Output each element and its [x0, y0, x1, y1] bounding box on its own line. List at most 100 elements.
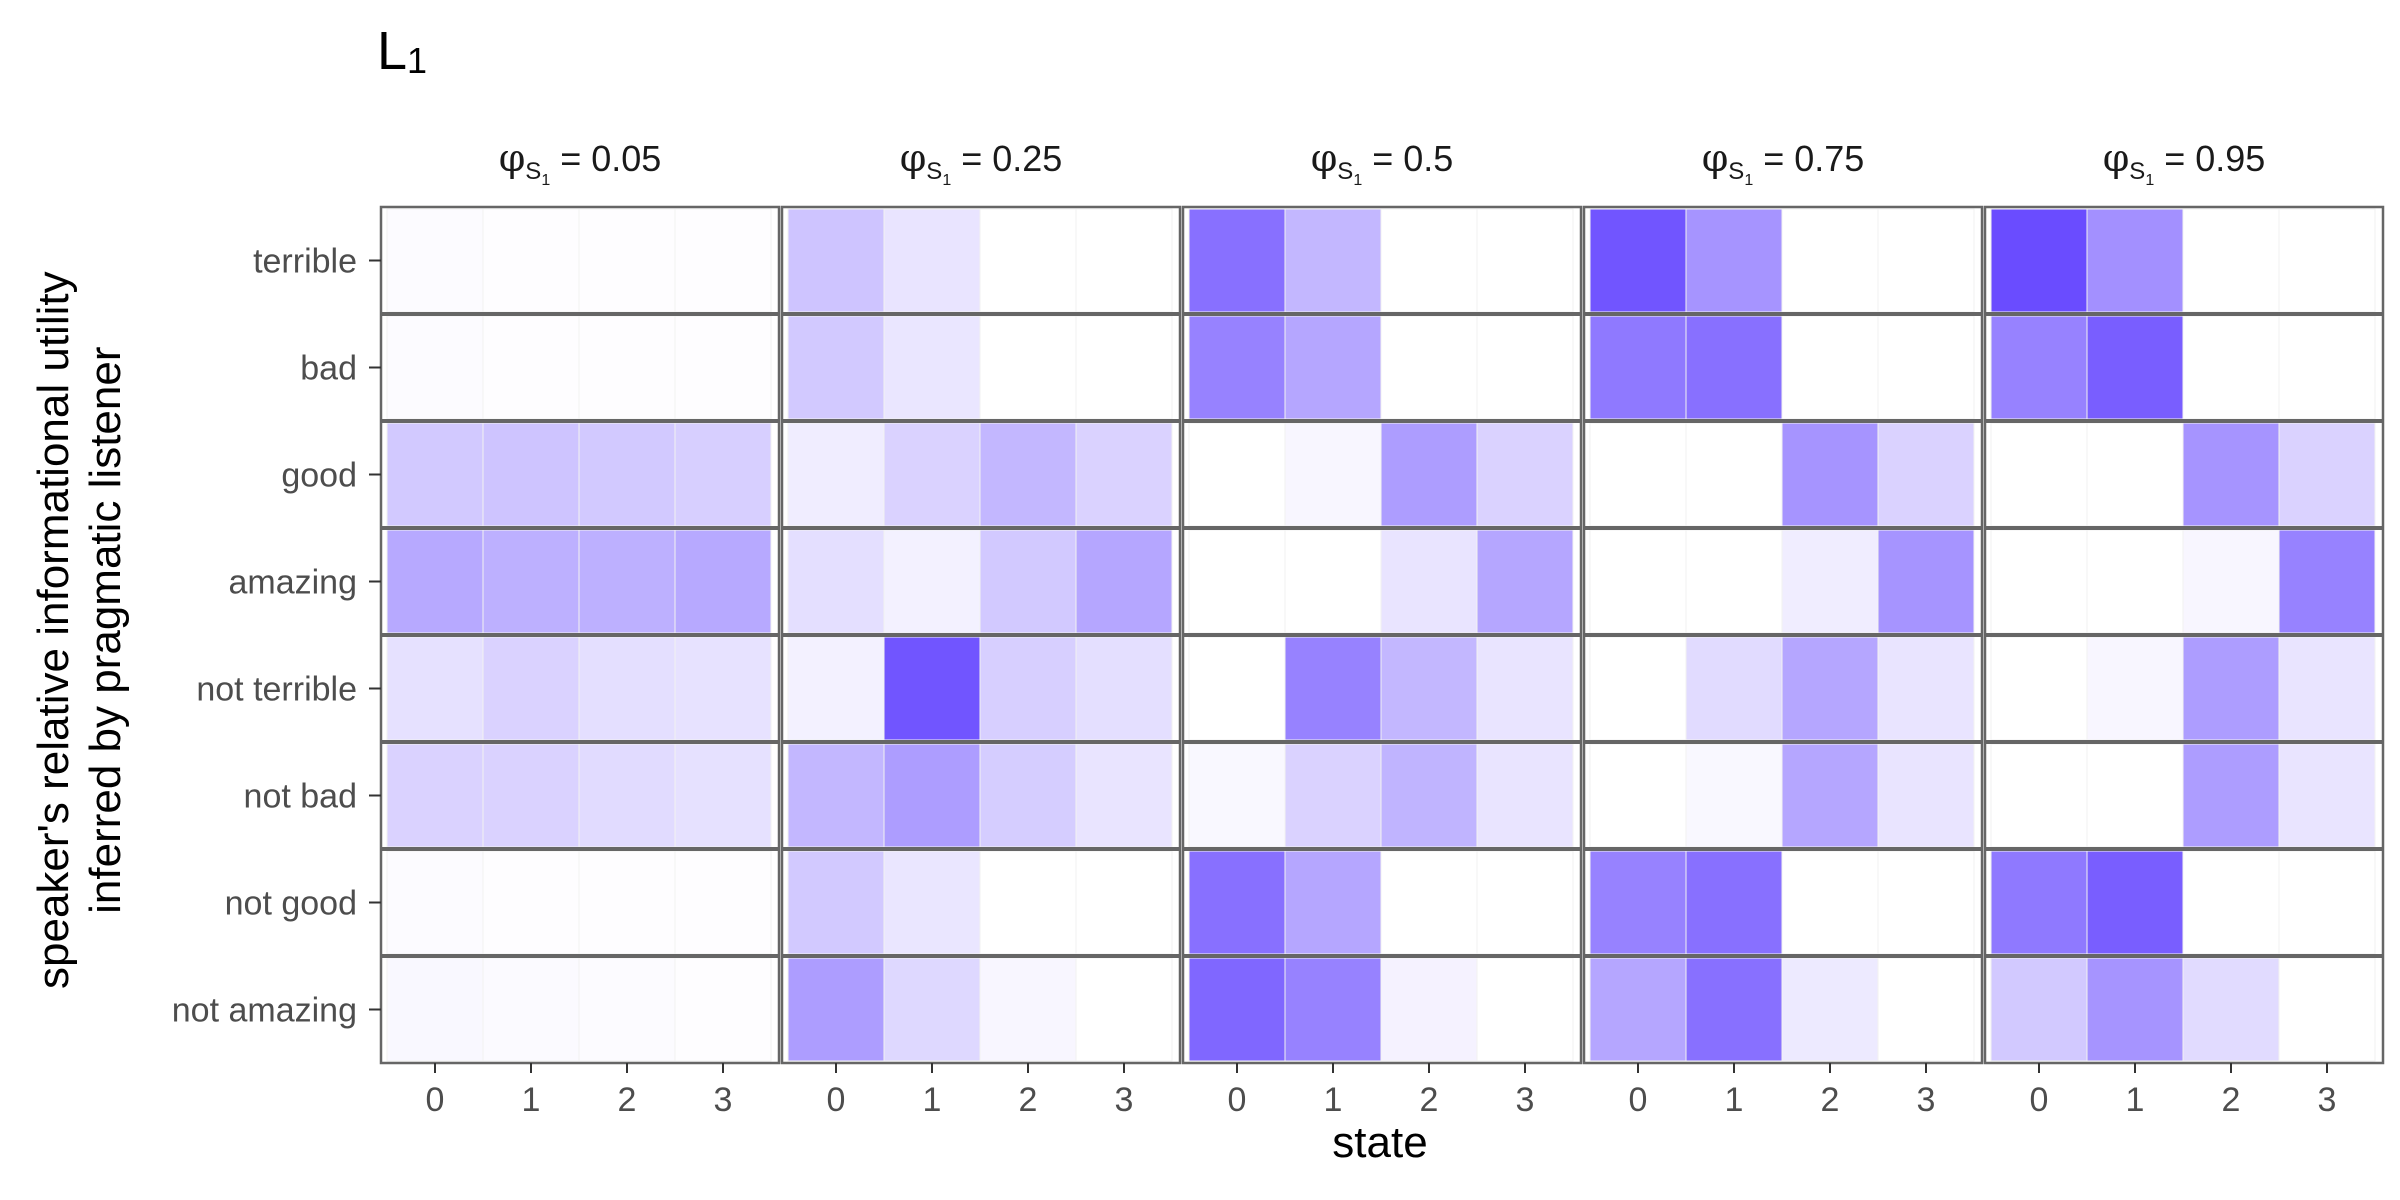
heatmap-cell: [1685, 208, 1783, 313]
heatmap-cell: [1188, 850, 1286, 955]
heatmap-cell: [2086, 636, 2184, 741]
heatmap-cell: [2182, 208, 2280, 313]
heatmap-cell: [1380, 422, 1478, 527]
heatmap-cell: [1781, 957, 1879, 1062]
heatmap-cell: [1380, 636, 1478, 741]
heatmap-cell: [883, 636, 981, 741]
heatmap-cell: [674, 315, 772, 420]
heatmap-cell: [1781, 315, 1879, 420]
heatmap-cell: [1476, 315, 1574, 420]
heatmap-cell: [2278, 636, 2376, 741]
x-tick-label: 1: [1725, 1081, 1744, 1119]
heatmap-cell: [1188, 636, 1286, 741]
facet-label: φS1 = 0.25: [899, 136, 1063, 189]
heatmap-cell: [1781, 743, 1879, 848]
heatmap-cell: [787, 957, 885, 1062]
heatmap-cell: [1476, 850, 1574, 955]
panel-frame: [780, 205, 1182, 1065]
heatmap-cell: [1685, 636, 1783, 741]
heatmap-cell: [386, 529, 484, 634]
heatmap-cell: [1685, 957, 1783, 1062]
heatmap-cell: [2086, 315, 2184, 420]
heatmap-cell: [1685, 422, 1783, 527]
heatmap-cell: [1781, 422, 1879, 527]
heatmap-cell: [2278, 957, 2376, 1062]
x-tick-label: 3: [1115, 1081, 1134, 1119]
heatmap-cell: [1685, 850, 1783, 955]
panel-frame: [1181, 205, 1583, 1065]
heatmap-cell: [1781, 208, 1879, 313]
heatmap-cell: [674, 850, 772, 955]
heatmap-cell: [1380, 957, 1478, 1062]
heatmap-cell: [1188, 529, 1286, 634]
heatmap-cell: [1075, 529, 1173, 634]
y-tick-label: bad: [300, 350, 357, 388]
y-tick-label: not bad: [244, 778, 357, 816]
x-tick-label: 2: [618, 1081, 637, 1119]
heatmap-cell: [1781, 636, 1879, 741]
heatmap-cell: [1685, 315, 1783, 420]
y-tick-label: not terrible: [196, 671, 357, 709]
heatmap-cell: [482, 957, 580, 1062]
facet-label: φS1 = 0.5: [1310, 136, 1454, 189]
x-axis-label: state: [1332, 1118, 1428, 1167]
heatmap-cell: [1476, 422, 1574, 527]
y-tick-label: amazing: [228, 564, 357, 602]
heatmap-cell: [2086, 850, 2184, 955]
heatmap-cell: [787, 636, 885, 741]
heatmap-cell: [979, 957, 1077, 1062]
heatmap-cell: [578, 529, 676, 634]
heatmap-cell: [386, 850, 484, 955]
heatmap-cell: [674, 743, 772, 848]
heatmap-cell: [482, 529, 580, 634]
heatmap-cell: [578, 850, 676, 955]
heatmap-cell: [1188, 315, 1286, 420]
heatmap-cell: [883, 529, 981, 634]
x-tick-label: 0: [426, 1081, 445, 1119]
heatmap-cell: [979, 315, 1077, 420]
x-tick-label: 2: [1019, 1081, 1038, 1119]
heatmap-cell: [1188, 957, 1286, 1062]
x-tick-label: 2: [1821, 1081, 1840, 1119]
heatmap-cell: [2182, 636, 2280, 741]
heatmap-cell: [386, 743, 484, 848]
panel-frame: [1983, 205, 2385, 1065]
heatmap-cell: [1476, 208, 1574, 313]
x-tick-label: 0: [827, 1081, 846, 1119]
heatmap-cell: [1075, 208, 1173, 313]
heatmap-cell: [979, 529, 1077, 634]
heatmap-cell: [1284, 636, 1382, 741]
heatmap-cell: [883, 208, 981, 313]
heatmap-cell: [482, 208, 580, 313]
heatmap-cell: [482, 422, 580, 527]
heatmap-cell: [1284, 743, 1382, 848]
heatmap-cell: [578, 315, 676, 420]
heatmap-cell: [1188, 422, 1286, 527]
heatmap-cell: [2278, 850, 2376, 955]
heatmap-cell: [386, 422, 484, 527]
heatmap-cell: [979, 636, 1077, 741]
chart-title: L1: [377, 21, 428, 81]
heatmap-cell: [1990, 743, 2088, 848]
panel-frame: [379, 205, 781, 1065]
heatmap-cell: [1075, 850, 1173, 955]
heatmap-cell: [787, 850, 885, 955]
heatmap-cell: [883, 743, 981, 848]
heatmap-cell: [386, 208, 484, 313]
y-tick-label: not amazing: [172, 992, 357, 1030]
heatmap-cell: [1380, 743, 1478, 848]
heatmap-cell: [2086, 957, 2184, 1062]
heatmap-cell: [2182, 529, 2280, 634]
heatmap-cell: [578, 208, 676, 313]
heatmap-cell: [2278, 315, 2376, 420]
heatmap-cell: [883, 315, 981, 420]
heatmap-cell: [1476, 957, 1574, 1062]
heatmap-cell: [1075, 743, 1173, 848]
heatmap-cell: [1284, 315, 1382, 420]
heatmap-cell: [1990, 636, 2088, 741]
heatmap-cell: [883, 957, 981, 1062]
heatmap-cell: [979, 850, 1077, 955]
x-tick-label: 2: [2222, 1081, 2241, 1119]
heatmap-cell: [979, 422, 1077, 527]
heatmap-cell: [1781, 529, 1879, 634]
